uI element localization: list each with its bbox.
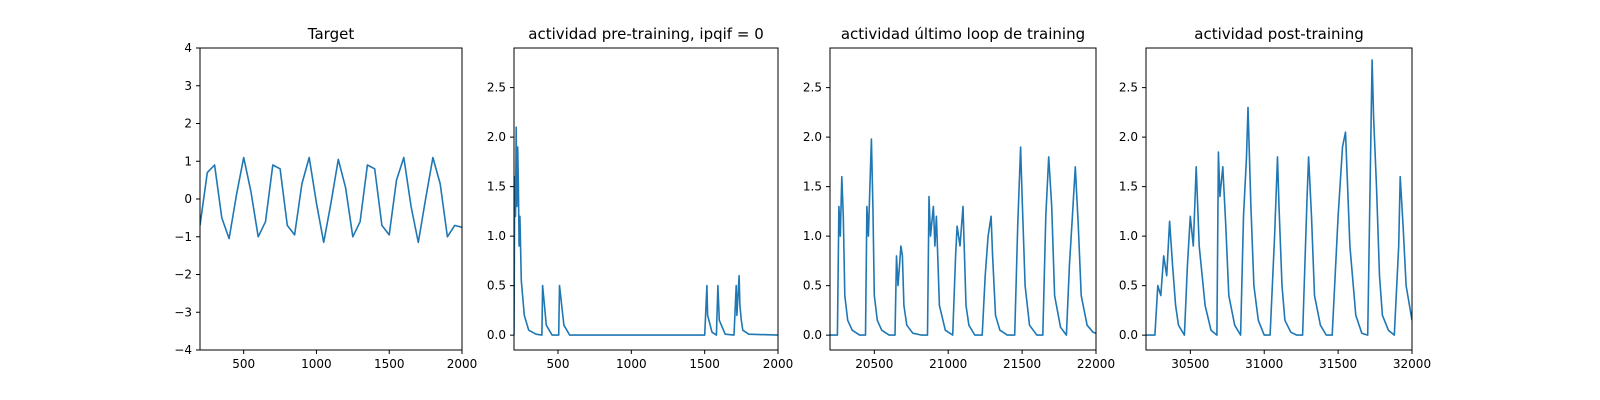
chart-panel-1: Target 500 1000 1500 2000 −4 −3 −2 −1 0 1 2 3 4 [174, 25, 477, 371]
x-tick-label: 1500 [689, 357, 720, 371]
y-tick-label: 1.5 [1119, 180, 1138, 194]
y-tick-label: 0 [184, 192, 192, 206]
x-tick-label: 500 [232, 357, 255, 371]
series-line [514, 126, 778, 336]
x-tick-label: 30500 [1171, 357, 1209, 371]
x-tick-label: 20500 [855, 357, 893, 371]
y-tick-label: −3 [174, 305, 192, 319]
series-line [200, 156, 462, 244]
y-tick-label: 1.0 [1119, 229, 1138, 243]
x-tick-label: 31500 [1319, 357, 1357, 371]
y-tick-label: 1.0 [487, 229, 506, 243]
x-tick-label: 31000 [1245, 357, 1283, 371]
chart-title: Target [307, 25, 355, 43]
plot-frame [829, 47, 1097, 351]
x-tick-label: 1500 [374, 357, 405, 371]
x-tick-label: 2000 [763, 357, 794, 371]
y-tick-label: 4 [184, 41, 192, 55]
y-tick-label: 0.5 [803, 279, 822, 293]
plot-frame [513, 47, 779, 351]
y-tick-label: 2.5 [1119, 81, 1138, 95]
y-tick-label: 2.0 [803, 130, 822, 144]
y-tick-label: −2 [174, 268, 192, 282]
y-tick-label: −4 [174, 343, 192, 357]
y-tick-label: 2.0 [487, 130, 506, 144]
plot-frame [1145, 47, 1413, 351]
y-tick-label: 0.5 [1119, 279, 1138, 293]
x-tick-label: 1000 [616, 357, 647, 371]
y-tick-label: 0.0 [1119, 328, 1138, 342]
y-tick-label: 2 [184, 117, 192, 131]
y-tick-label: 1.5 [803, 180, 822, 194]
y-tick-label: 1.0 [803, 229, 822, 243]
chart-panel-2: actividad pre-training, ipqif = 0 500 1000… [487, 25, 793, 371]
y-tick-label: 0.0 [803, 328, 822, 342]
x-tick-label: 21000 [929, 357, 967, 371]
chart-title: actividad post-training [1194, 25, 1363, 43]
y-tick-label: 1 [184, 154, 192, 168]
y-tick-label: 2.0 [1119, 130, 1138, 144]
y-tick-label: 2.5 [803, 81, 822, 95]
panels: Target 500 1000 1500 2000 −4 −3 −2 −1 0 1 2 3 4 activi… [174, 25, 1431, 371]
x-tick-label: 32000 [1393, 357, 1431, 371]
chart-panel-4: actividad post-training 30500 31000 31500 32… [1119, 25, 1431, 371]
y-tick-label: 3 [184, 79, 192, 93]
x-tick-label: 500 [547, 357, 570, 371]
y-tick-label: 0.5 [487, 279, 506, 293]
x-tick-label: 21500 [1003, 357, 1041, 371]
y-tick-label: 1.5 [487, 180, 506, 194]
x-tick-label: 1000 [301, 357, 332, 371]
chart-title: actividad último loop de training [841, 25, 1085, 43]
chart-title: actividad pre-training, ipqif = 0 [528, 25, 764, 43]
series-line [1146, 59, 1412, 336]
x-tick-label: 22000 [1077, 357, 1115, 371]
series-line [830, 138, 1096, 336]
chart-panel-3: actividad último loop de training 20500 21… [803, 25, 1115, 371]
y-tick-label: 2.5 [487, 81, 506, 95]
y-tick-label: 0.0 [487, 328, 506, 342]
y-tick-label: −1 [174, 230, 192, 244]
x-tick-label: 2000 [447, 357, 478, 371]
